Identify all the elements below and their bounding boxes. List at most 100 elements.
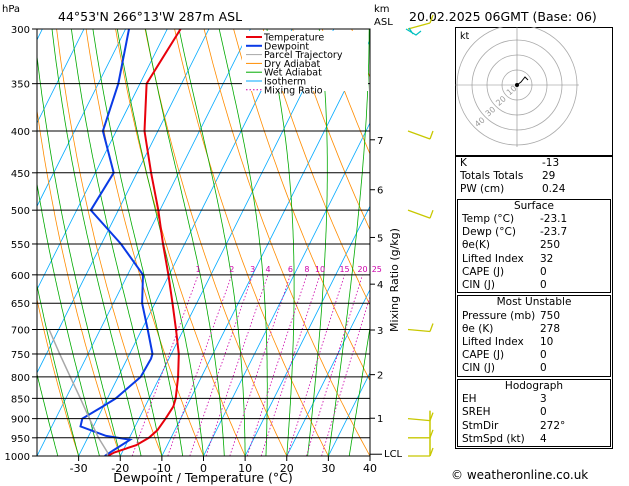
indices-rows: K -13 Totals Totals 29 PW (cm) 0.24 bbox=[456, 157, 612, 197]
mixing-ratio-line bbox=[189, 274, 254, 456]
most-unstable-label: CAPE (J) bbox=[462, 349, 505, 362]
km-tick-label: 6 bbox=[377, 186, 383, 197]
lcl-label: LCL bbox=[384, 449, 403, 460]
wind-barb bbox=[407, 323, 434, 333]
hodograph-unit-label: kt bbox=[460, 31, 470, 42]
wet-adiabat-line bbox=[348, 325, 370, 456]
temperature-tick-label: -10 bbox=[153, 462, 171, 475]
index-label: Totals Totals bbox=[460, 170, 524, 183]
mixing-ratio-tick-label: 1 bbox=[196, 265, 201, 274]
most-unstable-label: Pressure (mb) bbox=[462, 309, 536, 322]
temperature-tick-label: 10 bbox=[238, 462, 252, 475]
surface-row: θe(K) 250 bbox=[458, 239, 610, 252]
mixing-ratio-tick-label: 25 bbox=[372, 265, 382, 274]
hodograph-stat-label: SREH bbox=[462, 406, 491, 419]
surface-value: -23.1 bbox=[540, 213, 568, 226]
temperature-tick-label: 0 bbox=[200, 462, 207, 475]
mixing-ratio-tick-label: 10 bbox=[315, 265, 325, 274]
most-unstable-row: CIN (J) 0 bbox=[458, 362, 610, 375]
surface-label: CIN (J) bbox=[462, 279, 495, 291]
isotherm-line bbox=[37, 29, 251, 456]
mixing-ratio-line bbox=[306, 274, 363, 456]
most-unstable-value: 0 bbox=[540, 349, 547, 362]
mixing-ratio-line bbox=[286, 274, 345, 456]
most-unstable-title: Most Unstable bbox=[496, 296, 572, 309]
wind-barb bbox=[407, 209, 434, 219]
surface-label: Temp (°C) bbox=[462, 213, 515, 226]
isotherm-line bbox=[328, 371, 370, 456]
legend-label: Mixing Ratio bbox=[264, 85, 323, 96]
wind-barb bbox=[407, 130, 434, 140]
most-unstable-row: Pressure (mb) 750 bbox=[458, 310, 610, 323]
legend-label: Dry Adiabat bbox=[264, 59, 321, 70]
most-unstable-label: CIN (J) bbox=[462, 362, 495, 375]
wind-barb bbox=[407, 412, 434, 422]
pressure-tick-label: 550 bbox=[11, 240, 30, 251]
surface-row: CAPE (J) 0 bbox=[458, 266, 610, 279]
mixing-ratio-line bbox=[321, 295, 370, 456]
pressure-tick-label: 650 bbox=[11, 299, 30, 310]
surface-row: Dewp (°C) -23.7 bbox=[458, 226, 610, 239]
mixing-ratio-axis-label: Mixing Ratio (g/kg) bbox=[388, 228, 401, 332]
pressure-tick-label: 500 bbox=[11, 206, 30, 217]
hodograph-stat-row: StmSpd (kt) 4 bbox=[458, 433, 610, 446]
asl-unit-label: ASL bbox=[374, 17, 393, 28]
surface-value: 0 bbox=[540, 279, 547, 291]
isotherm-line bbox=[78, 29, 293, 456]
mixing-ratio-tick-label: 2 bbox=[229, 265, 234, 274]
surface-label: CAPE (J) bbox=[462, 265, 505, 278]
isotherm-line bbox=[37, 29, 85, 124]
hodograph-stat-label: StmDir bbox=[462, 419, 499, 432]
pressure-tick-label: 300 bbox=[11, 25, 30, 36]
km-tick-label: 1 bbox=[377, 414, 383, 425]
surface-row: Lifted Index 32 bbox=[458, 253, 610, 266]
most-unstable-label: Lifted Index bbox=[462, 336, 524, 349]
index-row: K -13 bbox=[456, 157, 612, 170]
isotherm-line bbox=[0, 29, 1, 456]
most-unstable-value: 750 bbox=[540, 309, 561, 322]
copyright-label: © weatheronline.co.uk bbox=[451, 468, 589, 482]
surface-value: 32 bbox=[540, 252, 554, 265]
isotherm-line bbox=[161, 38, 370, 456]
hodograph-stat-value: 4 bbox=[540, 432, 547, 445]
mixing-ratio-tick-label: 3 bbox=[250, 265, 255, 274]
wet-adiabat-line bbox=[92, 29, 184, 456]
mixing-ratio-tick-label: 8 bbox=[304, 265, 309, 274]
pressure-tick-label: 750 bbox=[11, 350, 30, 361]
most-unstable-value: 0 bbox=[540, 362, 547, 375]
wet-adiabat-line bbox=[37, 372, 59, 456]
isotherm-line bbox=[244, 205, 370, 456]
legend-label: Temperature bbox=[263, 33, 324, 44]
hodograph-stat-label: EH bbox=[462, 393, 477, 406]
pressure-tick-label: 800 bbox=[11, 373, 30, 384]
wet-adiabat-line bbox=[145, 29, 225, 456]
temperature-tick-label: 30 bbox=[321, 462, 335, 475]
mixing-ratio-tick-label: 15 bbox=[339, 265, 349, 274]
index-value: -13 bbox=[542, 157, 560, 169]
isotherm-line bbox=[37, 29, 210, 374]
mixing-ratio-tick-label: 4 bbox=[265, 265, 270, 274]
location-label: 44°53'N 266°13'W 287m ASL bbox=[58, 9, 243, 24]
isotherm-line bbox=[286, 288, 370, 456]
wind-barb bbox=[407, 14, 434, 30]
hodograph-stat-label: StmSpd (kt) bbox=[462, 432, 525, 445]
series-dewpoint bbox=[79, 29, 154, 456]
index-row: Totals Totals 29 bbox=[456, 170, 612, 183]
surface-label: θe(K) bbox=[462, 239, 490, 252]
pressure-tick-label: 850 bbox=[11, 394, 30, 405]
mixing-ratio-line bbox=[205, 274, 269, 456]
mixing-ratio-line bbox=[246, 274, 308, 456]
pressure-tick-label: 350 bbox=[11, 80, 30, 91]
most-unstable-row: CAPE (J) 0 bbox=[458, 349, 610, 362]
hodograph-origin bbox=[515, 83, 519, 87]
surface-row: Temp (°C) -23.1 bbox=[458, 213, 610, 226]
index-value: 29 bbox=[542, 170, 556, 183]
most-unstable-value: 10 bbox=[540, 336, 554, 349]
hodograph-stat-value: 272° bbox=[540, 419, 566, 432]
dry-adiabat-line bbox=[292, 29, 370, 231]
surface-row: CIN (J) 0 bbox=[458, 279, 610, 292]
pressure-tick-label: 600 bbox=[11, 271, 30, 282]
temperature-tick-label: 20 bbox=[280, 462, 294, 475]
